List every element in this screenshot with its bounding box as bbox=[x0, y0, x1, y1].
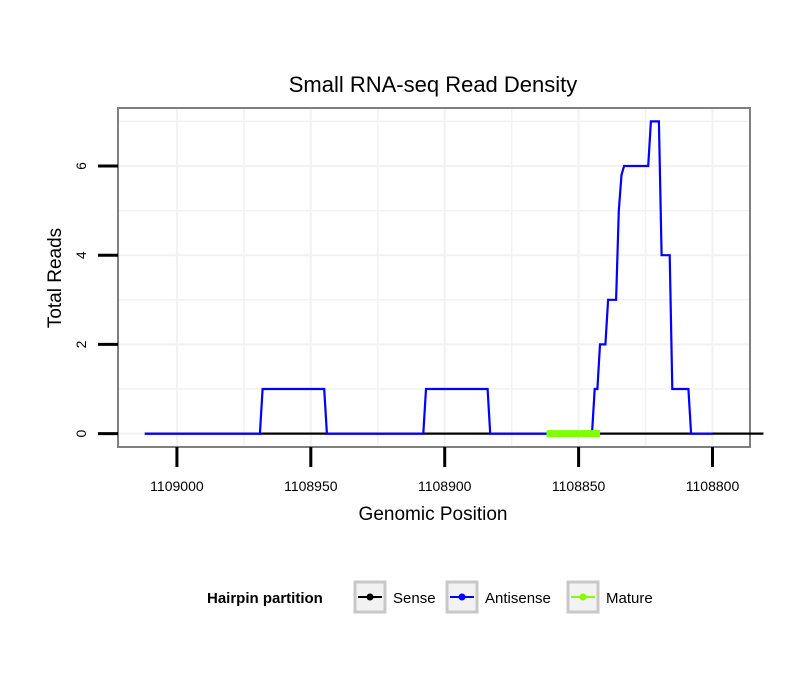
legend-key-dot-mature bbox=[579, 593, 587, 601]
legend-label-sense: Sense bbox=[393, 590, 436, 607]
y-tick-label: 2 bbox=[73, 340, 89, 348]
y-axis-label: Total Reads bbox=[45, 228, 66, 328]
legend-key-dot-sense bbox=[366, 593, 374, 601]
legend-label-mature: Mature bbox=[606, 590, 653, 607]
legend-label-antisense: Antisense bbox=[485, 590, 551, 607]
y-tick-label: 4 bbox=[73, 251, 89, 259]
x-tick-label: 1108900 bbox=[418, 478, 472, 494]
x-tick-label: 1108950 bbox=[284, 478, 338, 494]
x-tick-label: 1108800 bbox=[686, 478, 740, 494]
x-axis-label: Genomic Position bbox=[359, 504, 508, 525]
x-tick-label: 1109000 bbox=[150, 478, 204, 494]
series-layer bbox=[144, 120, 764, 438]
series-line-antisense bbox=[144, 120, 713, 435]
gridlines bbox=[118, 108, 750, 447]
chart-title: Small RNA-seq Read Density bbox=[289, 72, 578, 97]
x-axis: 1109000 1108950 1108900 1108850 1108800 bbox=[150, 447, 739, 494]
plot-panel bbox=[117, 107, 751, 448]
y-axis: 0 2 4 6 bbox=[73, 162, 118, 438]
legend-key-dot-antisense bbox=[458, 593, 466, 601]
legend: Hairpin partition Sense Antisense Mature bbox=[207, 580, 653, 614]
legend-title: Hairpin partition bbox=[207, 590, 323, 607]
y-tick-label: 0 bbox=[73, 430, 89, 438]
y-tick-label: 6 bbox=[73, 162, 89, 170]
x-tick-label: 1108850 bbox=[552, 478, 606, 494]
